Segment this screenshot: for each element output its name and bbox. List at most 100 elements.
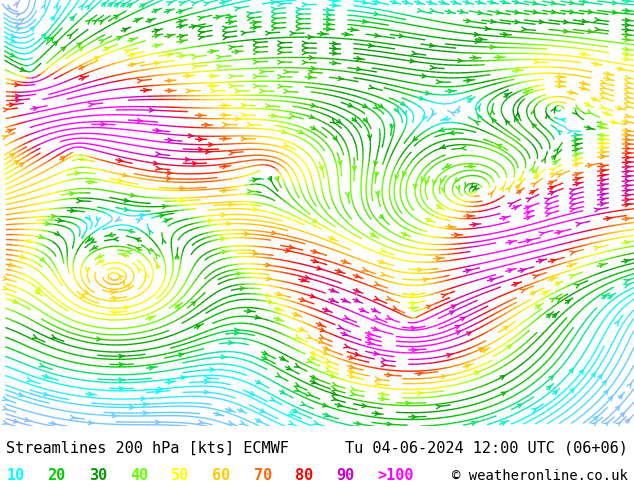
FancyArrowPatch shape	[547, 386, 551, 390]
FancyArrowPatch shape	[127, 229, 133, 233]
FancyArrowPatch shape	[625, 147, 631, 150]
FancyArrowPatch shape	[374, 282, 380, 286]
FancyArrowPatch shape	[114, 15, 119, 19]
FancyArrowPatch shape	[51, 335, 56, 339]
FancyArrowPatch shape	[284, 70, 289, 74]
FancyArrowPatch shape	[89, 103, 94, 107]
FancyArrowPatch shape	[467, 214, 472, 218]
FancyArrowPatch shape	[497, 55, 503, 59]
FancyArrowPatch shape	[474, 185, 479, 190]
FancyArrowPatch shape	[296, 22, 301, 26]
FancyArrowPatch shape	[586, 102, 590, 106]
FancyArrowPatch shape	[558, 79, 564, 83]
FancyArrowPatch shape	[564, 20, 569, 24]
FancyArrowPatch shape	[331, 288, 337, 292]
FancyArrowPatch shape	[625, 203, 630, 207]
FancyArrowPatch shape	[60, 157, 65, 161]
FancyArrowPatch shape	[455, 177, 460, 182]
FancyArrowPatch shape	[517, 404, 522, 408]
FancyArrowPatch shape	[362, 268, 368, 271]
FancyArrowPatch shape	[141, 397, 146, 401]
FancyArrowPatch shape	[204, 380, 210, 384]
FancyArrowPatch shape	[192, 55, 198, 59]
FancyArrowPatch shape	[294, 383, 299, 386]
FancyArrowPatch shape	[373, 308, 377, 312]
FancyArrowPatch shape	[338, 161, 342, 165]
FancyArrowPatch shape	[320, 32, 326, 36]
FancyArrowPatch shape	[344, 316, 349, 319]
FancyArrowPatch shape	[20, 255, 26, 259]
FancyArrowPatch shape	[30, 27, 34, 31]
FancyArrowPatch shape	[309, 115, 315, 119]
FancyArrowPatch shape	[309, 56, 314, 60]
FancyArrowPatch shape	[98, 21, 103, 24]
FancyArrowPatch shape	[373, 105, 377, 109]
FancyArrowPatch shape	[502, 0, 508, 4]
FancyArrowPatch shape	[254, 46, 259, 49]
FancyArrowPatch shape	[522, 27, 527, 31]
FancyArrowPatch shape	[247, 309, 252, 313]
FancyArrowPatch shape	[515, 117, 518, 122]
FancyArrowPatch shape	[375, 382, 380, 386]
FancyArrowPatch shape	[290, 31, 295, 35]
FancyArrowPatch shape	[271, 12, 277, 16]
FancyArrowPatch shape	[186, 74, 191, 78]
FancyArrowPatch shape	[526, 198, 531, 202]
FancyArrowPatch shape	[235, 89, 240, 93]
FancyArrowPatch shape	[624, 114, 630, 118]
FancyArrowPatch shape	[120, 281, 124, 285]
FancyArrowPatch shape	[318, 322, 324, 326]
FancyArrowPatch shape	[278, 50, 283, 54]
FancyArrowPatch shape	[51, 215, 57, 218]
FancyArrowPatch shape	[419, 97, 425, 100]
FancyArrowPatch shape	[460, 318, 465, 321]
FancyArrowPatch shape	[392, 0, 398, 4]
FancyArrowPatch shape	[148, 19, 153, 23]
FancyArrowPatch shape	[600, 85, 605, 89]
FancyArrowPatch shape	[311, 356, 316, 360]
FancyArrowPatch shape	[441, 178, 444, 183]
FancyArrowPatch shape	[348, 103, 353, 107]
FancyArrowPatch shape	[332, 0, 338, 2]
FancyArrowPatch shape	[223, 137, 228, 141]
FancyArrowPatch shape	[113, 310, 119, 314]
FancyArrowPatch shape	[179, 353, 184, 357]
FancyArrowPatch shape	[84, 290, 88, 294]
FancyArrowPatch shape	[533, 275, 538, 279]
FancyArrowPatch shape	[479, 37, 484, 41]
FancyArrowPatch shape	[302, 51, 307, 55]
FancyArrowPatch shape	[332, 61, 338, 65]
FancyArrowPatch shape	[155, 152, 161, 156]
FancyArrowPatch shape	[3, 397, 8, 400]
FancyArrowPatch shape	[180, 187, 185, 190]
FancyArrowPatch shape	[163, 204, 168, 208]
FancyArrowPatch shape	[325, 359, 331, 362]
FancyArrowPatch shape	[280, 356, 285, 360]
FancyArrowPatch shape	[16, 94, 21, 98]
FancyArrowPatch shape	[380, 260, 385, 264]
FancyArrowPatch shape	[137, 247, 141, 251]
FancyArrowPatch shape	[355, 289, 361, 293]
FancyArrowPatch shape	[602, 295, 607, 299]
FancyArrowPatch shape	[625, 184, 630, 188]
FancyArrowPatch shape	[582, 81, 587, 85]
FancyArrowPatch shape	[588, 29, 593, 33]
FancyArrowPatch shape	[475, 40, 481, 44]
FancyArrowPatch shape	[319, 335, 325, 339]
FancyArrowPatch shape	[263, 351, 268, 355]
FancyArrowPatch shape	[413, 137, 418, 141]
FancyArrowPatch shape	[600, 90, 605, 94]
FancyArrowPatch shape	[381, 363, 387, 367]
FancyArrowPatch shape	[375, 33, 380, 37]
FancyArrowPatch shape	[595, 18, 600, 22]
FancyArrowPatch shape	[429, 0, 434, 4]
FancyArrowPatch shape	[229, 74, 235, 78]
FancyArrowPatch shape	[456, 331, 460, 335]
FancyArrowPatch shape	[141, 4, 145, 8]
FancyArrowPatch shape	[229, 46, 235, 49]
FancyArrowPatch shape	[448, 225, 453, 229]
FancyArrowPatch shape	[253, 21, 259, 24]
FancyArrowPatch shape	[533, 1, 538, 5]
FancyArrowPatch shape	[574, 284, 579, 288]
FancyArrowPatch shape	[624, 280, 630, 283]
